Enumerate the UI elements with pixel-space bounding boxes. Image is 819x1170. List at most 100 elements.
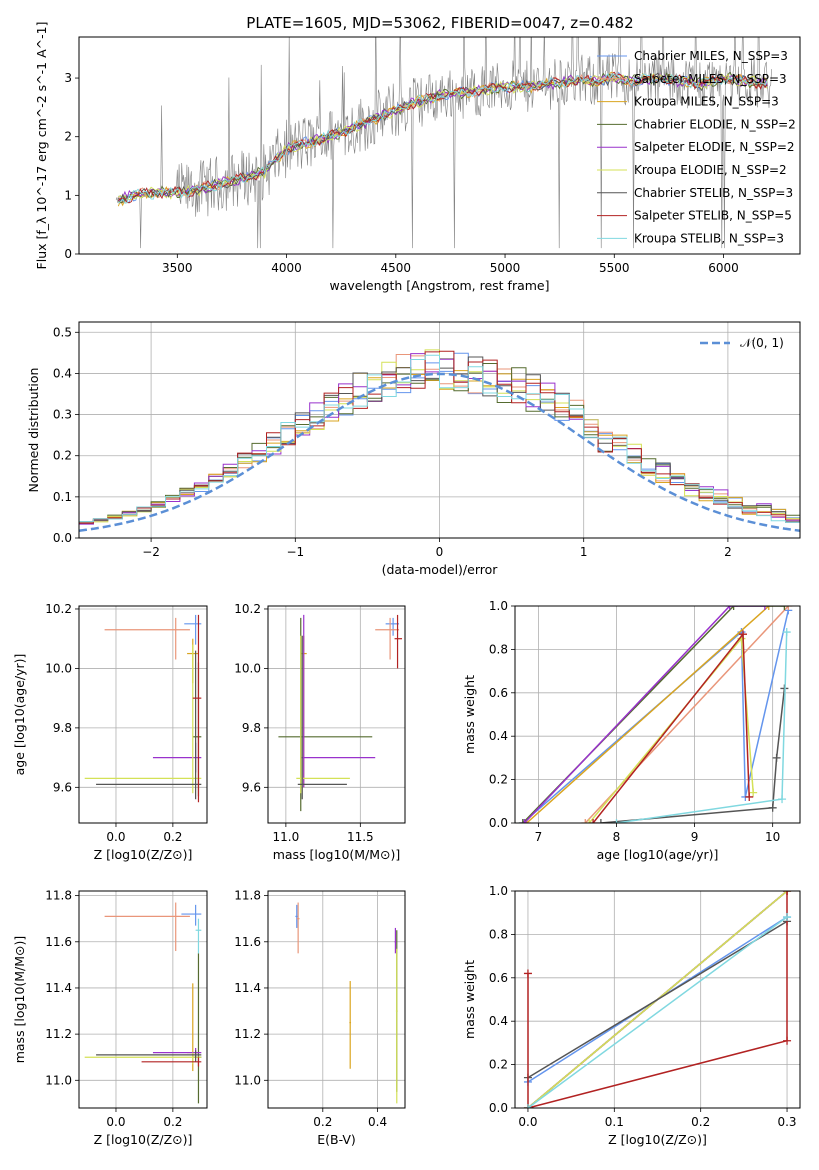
panel-mass_vs_Z: 0.0 0.2 11.0 11.2 11.4 11.6 11.8 Z [log10(Z/Z⊙)… xyxy=(12,889,208,1147)
x-axis-label: Z [log10(Z/Z⊙)] xyxy=(94,1132,193,1147)
y-tick-label: 0.0 xyxy=(489,816,508,830)
x-tick-label: 0.2 xyxy=(163,830,182,844)
x-axis-label: wavelength [Angstrom, rest frame] xyxy=(329,278,549,293)
series-line-6 xyxy=(600,688,786,823)
y-tick-label: 10.0 xyxy=(234,661,261,675)
legend-entry: Salpeter STELIB, N_SSP=5 xyxy=(634,209,792,223)
series-marker-7 xyxy=(783,1036,792,1045)
y-tick-label: 0.3 xyxy=(53,408,72,422)
x-tick-label: 0.3 xyxy=(777,1115,796,1129)
x-tick-label: 9 xyxy=(691,830,699,844)
x-tick-label: 3500 xyxy=(162,261,193,275)
x-tick-label: 10 xyxy=(765,830,780,844)
x-tick-label: 0.4 xyxy=(368,1115,387,1129)
observed-spectrum xyxy=(115,37,772,249)
y-axis-label: mass [log10(M/M⊙)] xyxy=(12,936,27,1064)
series-line-6 xyxy=(527,920,788,1079)
series-marker-3 xyxy=(729,606,738,610)
x-axis-label: (data-model)/error xyxy=(382,562,499,577)
axes-frame xyxy=(267,605,406,824)
legend-entry: Kroupa STELIB, N_SSP=3 xyxy=(634,231,784,245)
legend-entry: Chabrier ELODIE, N_SSP=2 xyxy=(634,117,796,131)
panel-spectrum: 3500 4000 4500 5000 5500 6000 0 1 2 3 wavelength [… xyxy=(34,22,801,293)
y-axis-label: age [log10(age/yr)] xyxy=(12,654,27,776)
y-tick-label: 0.8 xyxy=(489,927,508,941)
series-line-8 xyxy=(527,916,788,1108)
y-tick-label: 1 xyxy=(64,188,72,202)
series-marker-6 xyxy=(772,753,781,762)
histogram-7 xyxy=(79,350,800,538)
x-tick-label: −1 xyxy=(286,545,304,559)
series-marker-3 xyxy=(518,819,527,823)
figure-title: PLATE=1605, MJD=53062, FIBERID=0047, z=0… xyxy=(246,14,633,32)
series-marker-8 xyxy=(783,913,792,922)
y-tick-label: 1.0 xyxy=(489,599,508,613)
plot-area xyxy=(84,614,202,803)
plot-area xyxy=(278,614,403,812)
plot-area xyxy=(115,37,772,249)
histogram-8 xyxy=(79,354,800,538)
y-tick-label: 11.6 xyxy=(234,935,261,949)
y-tick-label: 11.4 xyxy=(234,981,261,995)
y-tick-label: 11.0 xyxy=(234,1073,261,1087)
y-tick-label: 0.0 xyxy=(489,1101,508,1115)
x-axis-label: Z [log10(Z/Z⊙)] xyxy=(608,1132,707,1147)
panel-residual_hist: −2 −1 0 1 2 0.0 0.1 0.2 0.3 0.4 0.5 (data-model)/er… xyxy=(26,321,801,577)
y-tick-label: 0.0 xyxy=(53,531,72,545)
series-marker-7 xyxy=(783,891,792,895)
legend-entry: Chabrier MILES, N_SSP=3 xyxy=(634,49,788,63)
y-tick-label: 10.2 xyxy=(234,602,261,616)
y-tick-label: 11.2 xyxy=(45,1027,72,1041)
plot-area xyxy=(295,902,398,1104)
x-axis-label: age [log10(age/yr)] xyxy=(597,847,719,862)
x-tick-label: 0.0 xyxy=(518,1115,537,1129)
y-tick-label: 11.8 xyxy=(234,889,261,903)
series-marker-5 xyxy=(749,788,758,797)
series-line-7 xyxy=(527,891,788,1108)
model-spectrum-8 xyxy=(118,72,768,204)
legend: Chabrier MILES, N_SSP=3 Salpeter MILES, N… xyxy=(597,49,796,245)
x-tick-label: 7 xyxy=(535,830,543,844)
series-marker-6 xyxy=(596,819,605,823)
x-tick-label: 0.2 xyxy=(163,1115,182,1129)
series-marker-8 xyxy=(778,795,787,804)
series-marker-1 xyxy=(581,819,590,823)
y-axis-label: Normed distribution xyxy=(26,368,41,493)
y-tick-label: 0.8 xyxy=(489,642,508,656)
y-tick-label: 0.2 xyxy=(53,449,72,463)
series-marker-7 xyxy=(739,630,747,639)
y-tick-label: 9.6 xyxy=(242,780,261,794)
legend-entry: Kroupa ELODIE, N_SSP=2 xyxy=(634,163,787,177)
panel-cumulative_mass_weight_vs_age: 7 8 9 10 0.0 0.2 0.4 0.6 0.8 1.0 age [log10(age/yr… xyxy=(462,599,801,862)
y-tick-label: 0.4 xyxy=(489,1014,508,1028)
series-line-4 xyxy=(523,606,765,823)
y-tick-label: 0.2 xyxy=(489,773,508,787)
x-tick-label: −2 xyxy=(142,545,160,559)
legend: 𝒩(0, 1) xyxy=(700,336,784,350)
series-marker-3 xyxy=(780,606,789,610)
x-tick-label: 6000 xyxy=(708,261,739,275)
panels: 3500 4000 4500 5000 5500 6000 0 1 2 3 wavelength [… xyxy=(12,22,801,1147)
axes-frame xyxy=(78,890,208,1109)
y-axis-label: Flux [f_λ 10^-17 erg cm^-2 s^-1 A^-1] xyxy=(34,22,49,270)
x-tick-label: 0 xyxy=(436,545,444,559)
series-marker-1 xyxy=(784,606,793,610)
series-marker-8 xyxy=(523,1104,532,1108)
y-tick-label: 0 xyxy=(64,247,72,261)
x-tick-label: 0.2 xyxy=(313,1115,332,1129)
series-marker-7 xyxy=(745,792,754,801)
series-marker-8 xyxy=(612,819,621,823)
y-tick-label: 11.0 xyxy=(45,1073,72,1087)
x-tick-label: 0.1 xyxy=(605,1115,624,1129)
series-marker-6 xyxy=(768,803,777,812)
y-tick-label: 0.2 xyxy=(489,1058,508,1072)
y-tick-label: 0.6 xyxy=(489,686,508,700)
x-tick-label: 11.5 xyxy=(347,830,374,844)
y-tick-label: 0.1 xyxy=(53,490,72,504)
axes-frame xyxy=(514,890,801,1109)
x-tick-label: 2 xyxy=(724,545,732,559)
y-axis-label: mass weight xyxy=(462,675,477,754)
x-tick-label: 11.0 xyxy=(273,830,300,844)
series-marker-7 xyxy=(589,819,598,823)
y-tick-label: 2 xyxy=(64,130,72,144)
